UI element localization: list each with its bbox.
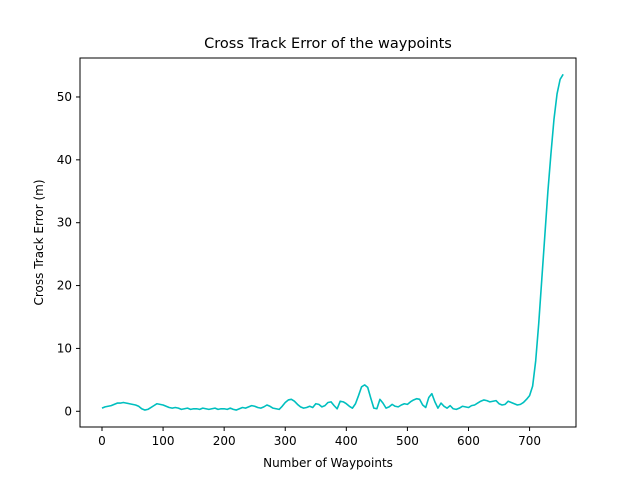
y-tick-label: 30 xyxy=(57,216,72,230)
x-axis-label: Number of Waypoints xyxy=(263,456,393,470)
x-tick-label: 400 xyxy=(335,434,358,448)
plot-area xyxy=(101,73,564,411)
y-tick-label: 10 xyxy=(57,341,72,355)
x-tick-label: 700 xyxy=(518,434,541,448)
y-axis: 0 10 20 30 40 50 xyxy=(57,90,80,418)
x-tick-label: 0 xyxy=(98,434,106,448)
chart-title: Cross Track Error of the waypoints xyxy=(204,36,452,52)
y-tick-label: 0 xyxy=(64,404,72,418)
axes-frame xyxy=(79,57,577,428)
y-tick-label: 40 xyxy=(57,153,72,167)
x-tick-label: 600 xyxy=(457,434,480,448)
x-tick-label: 300 xyxy=(274,434,297,448)
y-axis-label: Cross Track Error (m) xyxy=(32,179,46,305)
x-tick-label: 200 xyxy=(213,434,236,448)
x-tick-label: 100 xyxy=(152,434,175,448)
y-tick-label: 50 xyxy=(57,90,72,104)
x-axis: 0 100 200 300 400 500 600 700 xyxy=(98,427,541,448)
series-line-0 xyxy=(101,73,564,411)
y-tick-label: 20 xyxy=(57,279,72,293)
x-tick-label: 500 xyxy=(396,434,419,448)
